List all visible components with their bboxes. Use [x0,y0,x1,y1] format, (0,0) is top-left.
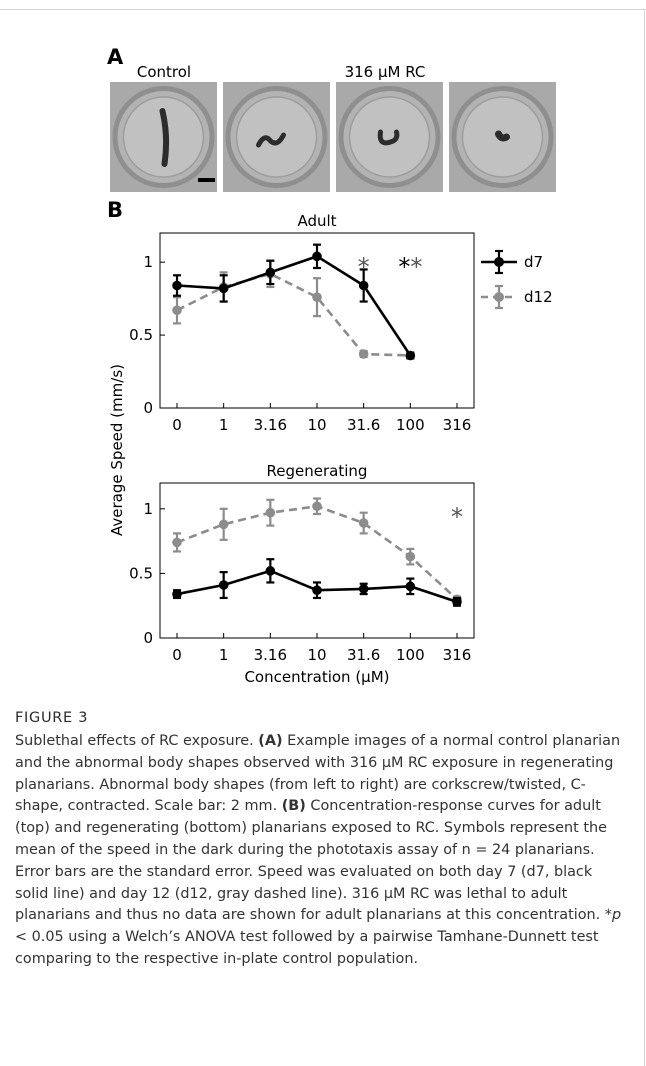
data-point [452,597,462,607]
caption-text: Sublethal effects of RC exposure. (A) Ex… [15,731,627,971]
significance-asterisk: * [398,253,410,281]
well-floor [236,97,317,177]
scale-bar [198,178,215,182]
legend-label: d12 [524,288,553,306]
x-tick-label: 316 [443,646,472,664]
figure-3: A Control 316 µM RC B Average Speed (mm/s) Ad… [100,30,556,690]
chart-regenerating [159,482,475,639]
caption-segment: Sublethal effects of RC exposure. [15,733,259,749]
y-tick-label: 0.5 [129,564,153,582]
data-point [312,501,322,512]
series-d7 [172,558,462,607]
caption-segment: Example images of a normal control plana… [15,733,621,815]
planarian-body [377,129,400,146]
planarian-image-c-shape [336,82,443,192]
y-axis-label: Average Speed (mm/s) [108,364,126,536]
y-tick-label: 1 [143,500,153,518]
rc-label: 316 µM RC [345,63,426,81]
legend-label: d7 [524,253,543,271]
well-inner-edge [348,96,431,178]
legend-marker [494,292,504,302]
well-inner-edge [461,96,544,178]
y-tick-label: 0 [143,399,153,417]
chart-title: Regenerating [267,462,368,480]
x-tick-label: 3.16 [254,416,287,434]
significance-asterisk: * [451,503,463,531]
significance-asterisk: * [358,253,370,281]
right-rule [644,9,645,1066]
chart-adult [159,232,517,409]
data-point [358,518,369,528]
planarian-body [256,132,286,148]
data-point [172,589,182,599]
data-point [405,581,416,592]
x-tick-label: 0 [172,646,182,664]
x-tick-label: 100 [396,416,425,434]
data-point [172,280,182,291]
top-rule [0,9,646,10]
x-tick-label: 10 [307,646,326,664]
well-inner-edge [122,96,205,178]
data-point [405,551,416,562]
series-d12 [172,259,416,361]
data-point [265,507,276,518]
x-tick-label: 10 [307,416,326,434]
caption-segment: < 0.05 using a Welch’s ANOVA test follow… [15,929,599,967]
caption-segment: p [612,907,622,924]
x-tick-label: 0 [172,416,182,434]
caption-label: FIGURE 3 [15,710,89,726]
data-point [172,305,182,316]
control-label: Control [137,63,191,81]
planarian-body [495,130,510,142]
series-line [176,272,411,357]
data-point [312,585,322,596]
planarian-body [159,108,170,167]
x-tick-label: 316 [443,416,472,434]
data-point [358,584,369,594]
caption-segment: (B) [281,798,306,815]
data-point [172,537,182,548]
y-tick-label: 0.5 [129,326,153,344]
chart-title: Adult [297,212,336,230]
x-tick-label: 3.16 [254,646,287,664]
x-tick-label: 100 [396,646,425,664]
data-point [218,519,229,530]
y-tick-label: 0 [143,629,153,647]
data-point [265,566,276,576]
panel-b-label: B [107,198,123,222]
y-tick-label: 1 [143,253,153,271]
x-tick-label: 1 [219,646,229,664]
data-point [265,267,276,278]
figure-caption: FIGURE 3 Sublethal effects of RC exposur… [15,710,627,971]
planarian-image-corkscrew-twisted [223,82,330,192]
legend [481,249,517,310]
well-floor [349,97,430,177]
series-d7 [172,243,416,361]
significance-asterisk: * [410,253,422,281]
data-point [312,251,322,262]
x-tick-label: 31.6 [347,416,380,434]
series-line [176,254,412,357]
panel-a-label: A [107,45,124,69]
data-point [218,283,229,294]
data-point [358,349,369,359]
data-point [405,350,416,361]
well-inner-edge [235,96,318,178]
data-point [312,292,322,302]
data-point [218,580,229,590]
caption-segment: Concentration-response curves for adult … [15,798,612,924]
planarian-image-control-planarian [110,82,217,192]
x-tick-label: 31.6 [347,646,380,664]
planarian-image-contracted [449,82,556,192]
legend-marker [494,257,504,267]
figure-svg: A Control 316 µM RC B Average Speed (mm/s) Ad… [107,45,556,686]
caption-segment: (A) [258,733,283,749]
x-axis-label: Concentration (µM) [244,668,389,686]
data-point [358,280,369,291]
x-tick-label: 1 [219,416,229,434]
